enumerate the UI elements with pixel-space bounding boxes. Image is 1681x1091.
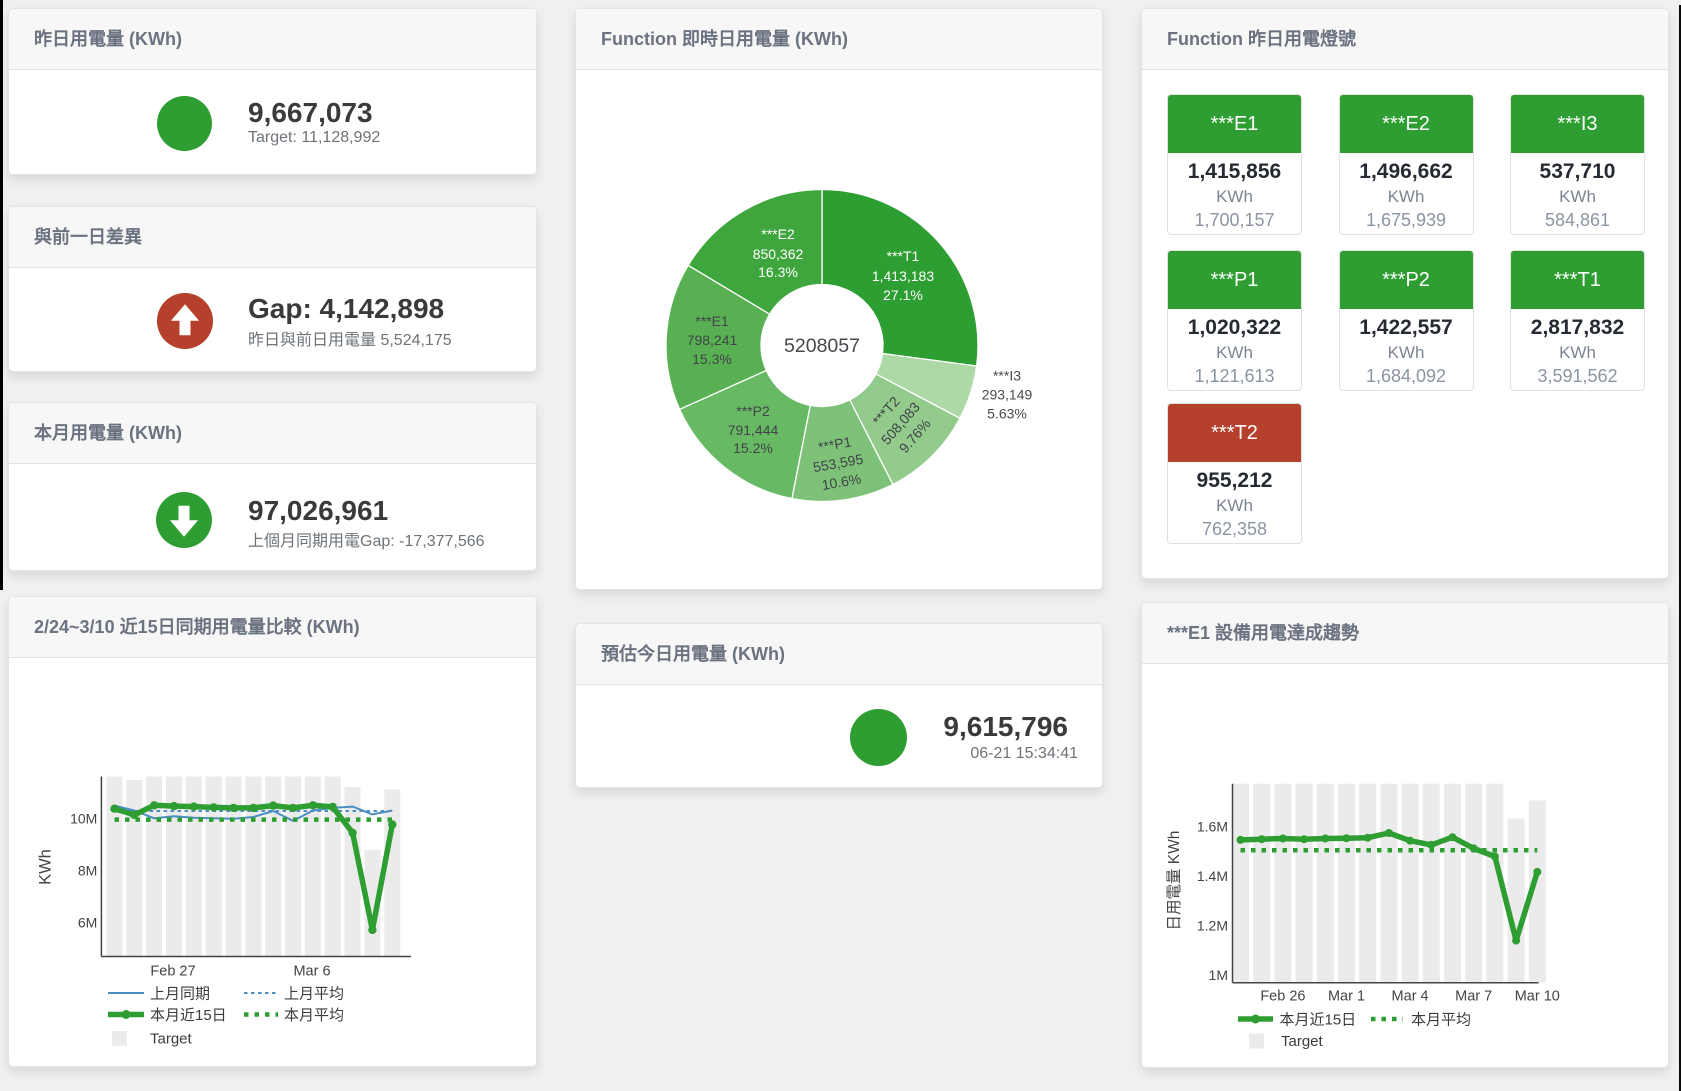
svg-text:293,149: 293,149 — [982, 387, 1033, 403]
svg-text:***P2: ***P2 — [736, 403, 770, 419]
svg-text:798,241: 798,241 — [687, 332, 738, 348]
svg-text:Feb 27: Feb 27 — [150, 964, 195, 980]
svg-text:Mar 4: Mar 4 — [1392, 989, 1429, 1005]
svg-text:27.1%: 27.1% — [883, 287, 923, 303]
svg-text:Target: Target — [1281, 1033, 1324, 1050]
svg-text:16.3%: 16.3% — [758, 264, 798, 280]
svg-text:791,444: 791,444 — [728, 422, 779, 438]
svg-text:本月平均: 本月平均 — [1411, 1012, 1471, 1029]
svg-text:***P1: ***P1 — [817, 433, 853, 455]
svg-text:Mar 1: Mar 1 — [1328, 989, 1365, 1005]
svg-text:本月近15日: 本月近15日 — [150, 1007, 227, 1024]
svg-text:1.2M: 1.2M — [1197, 918, 1228, 934]
svg-text:15.3%: 15.3% — [692, 351, 732, 367]
svg-text:Target: Target — [150, 1031, 193, 1048]
svg-text:1.6M: 1.6M — [1197, 818, 1228, 834]
svg-text:5.63%: 5.63% — [987, 406, 1027, 422]
svg-text:本月平均: 本月平均 — [284, 1007, 344, 1024]
svg-text:10M: 10M — [70, 811, 97, 827]
svg-text:1,413,183: 1,413,183 — [872, 268, 934, 284]
svg-text:Mar 7: Mar 7 — [1455, 989, 1492, 1005]
svg-text:5208057: 5208057 — [784, 335, 860, 357]
svg-text:Mar 6: Mar 6 — [293, 964, 330, 980]
svg-text:上月同期: 上月同期 — [150, 986, 210, 1003]
svg-text:***E1: ***E1 — [695, 313, 729, 329]
svg-text:***I3: ***I3 — [993, 368, 1021, 384]
svg-text:***T1: ***T1 — [887, 248, 920, 264]
svg-text:10.6%: 10.6% — [820, 470, 862, 493]
svg-text:KWh: KWh — [37, 849, 55, 885]
svg-text:850,362: 850,362 — [753, 246, 804, 262]
svg-text:1M: 1M — [1209, 967, 1228, 983]
svg-text:15.2%: 15.2% — [733, 440, 773, 456]
svg-text:Feb 26: Feb 26 — [1260, 989, 1305, 1005]
svg-text:Mar 10: Mar 10 — [1515, 989, 1560, 1005]
svg-text:本月近15日: 本月近15日 — [1280, 1012, 1357, 1029]
svg-text:上月平均: 上月平均 — [284, 986, 344, 1003]
svg-text:日用電量 KWh: 日用電量 KWh — [1166, 831, 1183, 931]
svg-text:8M: 8M — [78, 863, 97, 879]
svg-text:***E2: ***E2 — [761, 226, 795, 242]
svg-text:6M: 6M — [78, 914, 97, 930]
svg-text:1.4M: 1.4M — [1197, 868, 1228, 884]
